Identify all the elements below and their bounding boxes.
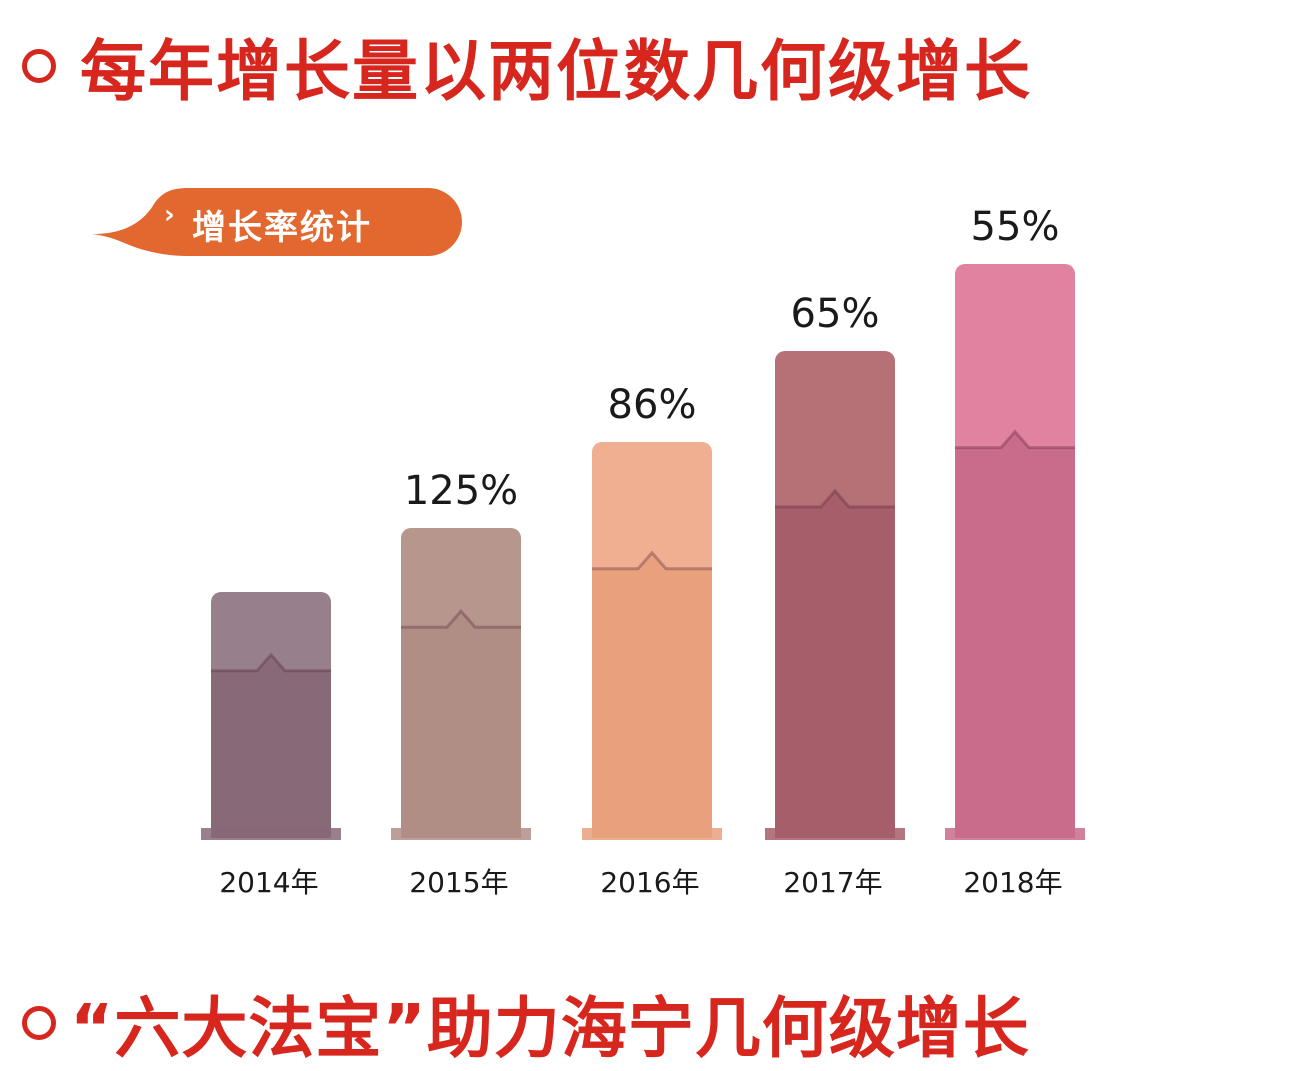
badge-shape (92, 188, 462, 256)
category-label: 2014年 (219, 866, 318, 899)
bar-notch-line (401, 608, 521, 629)
bar-notch-line (592, 550, 712, 571)
bar-base-strip (201, 828, 341, 840)
bottom-heading: “六大法宝”助力海宁几何级增长 (22, 975, 1030, 1071)
bar-lower-segment (401, 611, 521, 838)
bar-group (582, 442, 722, 840)
top-heading-text: 每年增长量以两位数几何级增长 (80, 33, 1032, 110)
category-label: 2018年 (963, 866, 1062, 899)
growth-rate-badge: › 增长率统计 (92, 188, 462, 260)
category-label: 2017年 (783, 866, 882, 899)
circle-bullet-icon (22, 49, 56, 83)
bar-base-strip (582, 828, 722, 840)
circle-bullet-icon (22, 1006, 56, 1040)
badge-label: 增长率统计 (192, 208, 372, 248)
bottom-heading-text: “六大法宝”助力海宁几何级增长 (70, 990, 1030, 1067)
category-label: 2015年 (409, 866, 508, 899)
bar-group (765, 351, 905, 840)
bar-base-strip (765, 828, 905, 840)
value-label: 125% (404, 468, 518, 514)
bar-lower-segment (955, 431, 1075, 838)
bar-group (201, 592, 341, 840)
value-label: 86% (608, 382, 697, 428)
bar-base-strip (945, 828, 1085, 840)
top-heading: 每年增长量以两位数几何级增长 (22, 18, 1032, 114)
bar-group (945, 264, 1085, 840)
bar-lower-segment (211, 654, 331, 838)
bar-notch-line (955, 429, 1075, 450)
bar-group (391, 528, 531, 840)
bar-lower-segment (592, 552, 712, 838)
value-label: 65% (791, 291, 880, 337)
bar-base-strip (391, 828, 531, 840)
category-label: 2016年 (600, 866, 699, 899)
bar-notch-line (211, 652, 331, 673)
value-label: 55% (971, 204, 1060, 250)
bar-lower-segment (775, 490, 895, 838)
bar-notch-line (775, 488, 895, 509)
chevron-right-icon: › (164, 200, 175, 230)
